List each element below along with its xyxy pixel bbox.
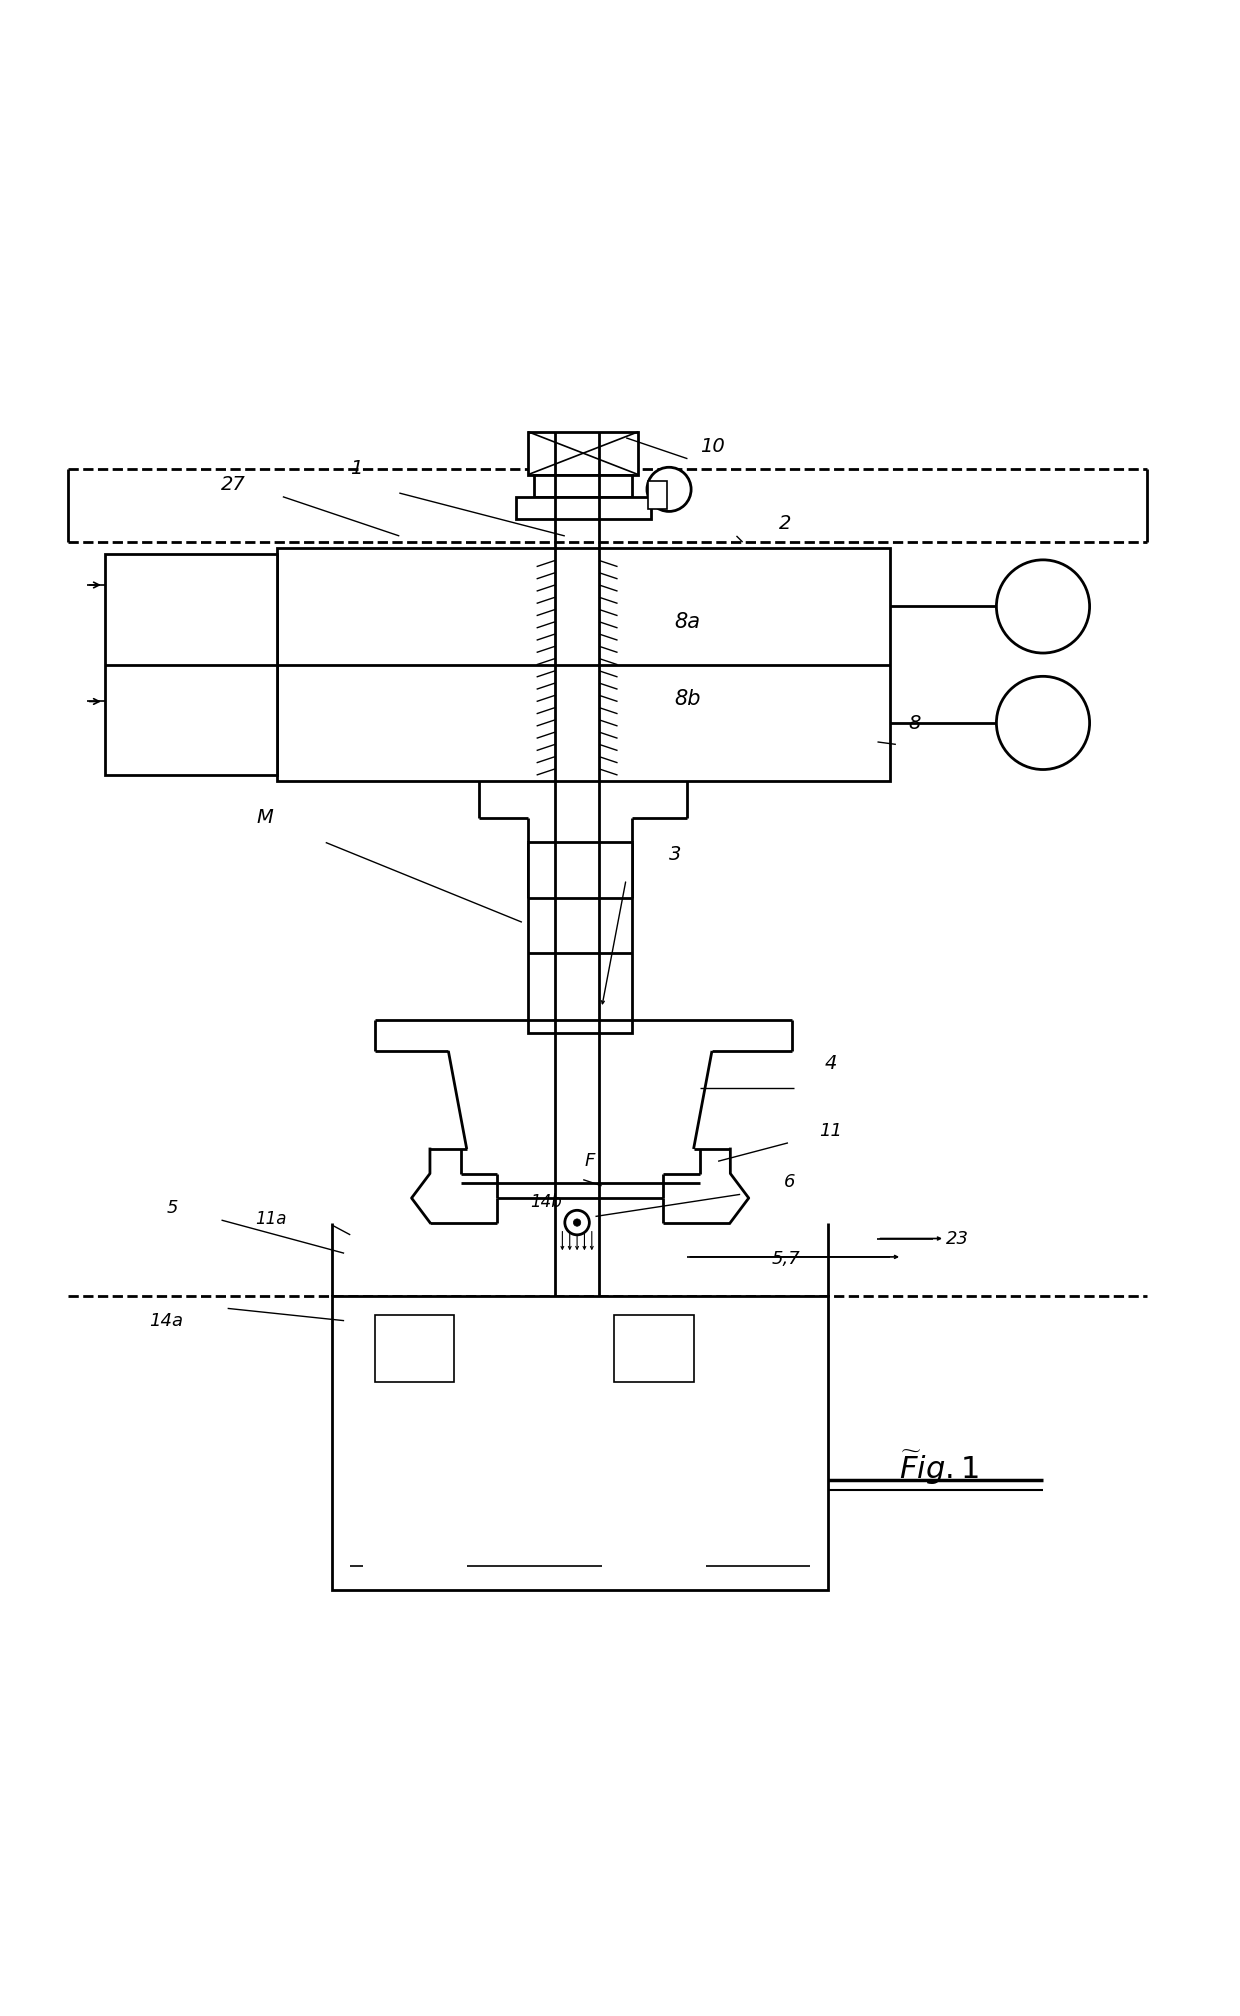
- Text: 8a: 8a: [675, 611, 701, 631]
- Text: 14a: 14a: [149, 1312, 184, 1331]
- Bar: [528, 431, 639, 474]
- Bar: [528, 843, 632, 1032]
- Text: 27: 27: [222, 476, 247, 494]
- Text: 8: 8: [908, 714, 920, 734]
- Bar: [374, 1314, 455, 1381]
- Text: 4: 4: [825, 1054, 837, 1073]
- Text: 2: 2: [779, 514, 791, 532]
- Bar: [614, 1314, 693, 1381]
- Text: 14b: 14b: [531, 1193, 562, 1212]
- Text: 5,7: 5,7: [771, 1250, 800, 1268]
- Text: 1: 1: [350, 460, 362, 478]
- Text: $\mathit{\widetilde{F}ig.1}$: $\mathit{\widetilde{F}ig.1}$: [899, 1447, 978, 1488]
- Text: 6: 6: [784, 1173, 795, 1191]
- Text: 5: 5: [166, 1200, 179, 1218]
- Bar: [534, 474, 632, 496]
- Circle shape: [997, 675, 1090, 770]
- Bar: [516, 496, 651, 518]
- Circle shape: [565, 1210, 589, 1236]
- Circle shape: [997, 560, 1090, 653]
- Text: 8b: 8b: [675, 689, 701, 710]
- Text: 11: 11: [820, 1121, 842, 1139]
- Bar: [332, 1296, 828, 1591]
- Bar: [105, 554, 277, 774]
- Text: F: F: [584, 1153, 594, 1169]
- Text: 10: 10: [699, 437, 724, 456]
- Bar: [649, 480, 667, 508]
- Text: 23: 23: [946, 1230, 968, 1248]
- Circle shape: [573, 1220, 580, 1226]
- Text: M: M: [255, 808, 273, 827]
- Circle shape: [647, 468, 691, 512]
- Text: 3: 3: [670, 845, 681, 865]
- Bar: [277, 548, 890, 780]
- Text: 11a: 11a: [254, 1210, 286, 1228]
